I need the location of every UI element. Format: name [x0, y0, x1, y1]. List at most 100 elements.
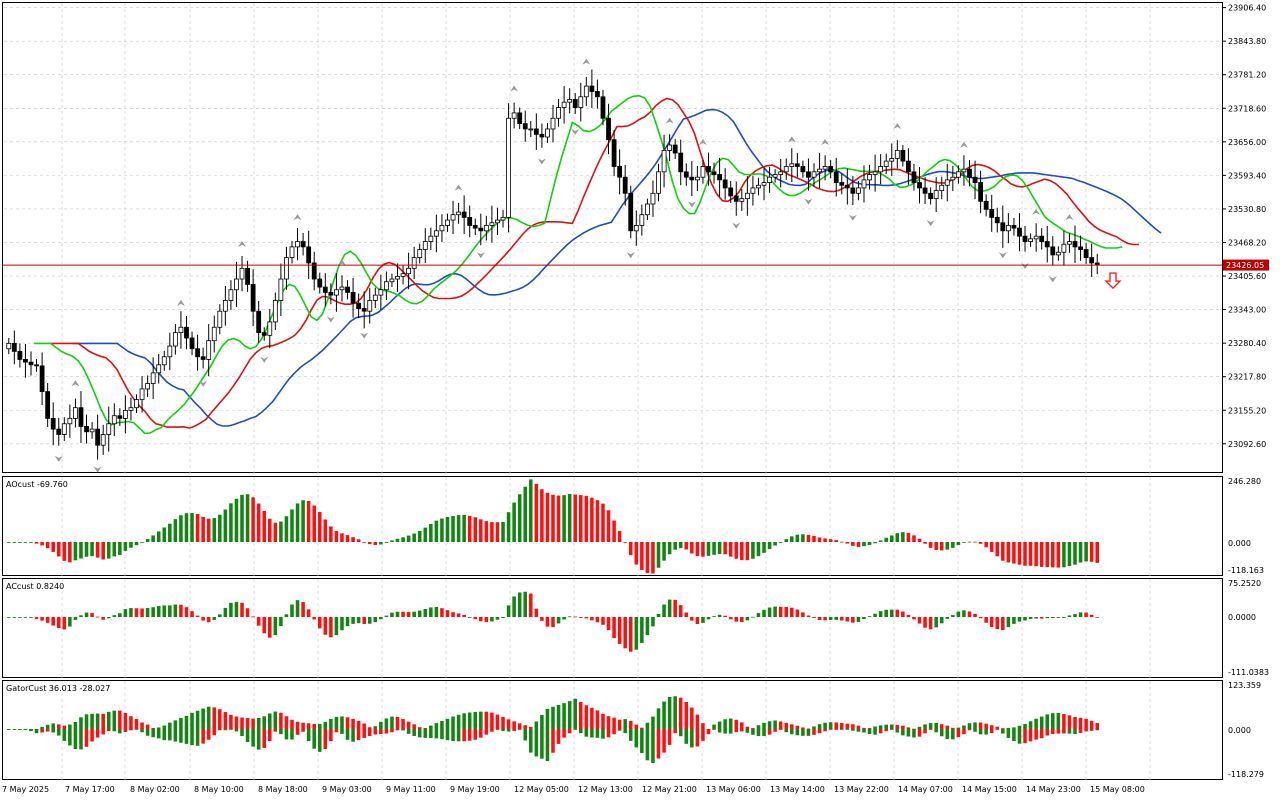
- ao-bar: [651, 542, 655, 574]
- x-tick-label: 9 May 03:00: [322, 785, 372, 794]
- gator-indicator-label: GatorCust 36.013 -28.027: [6, 684, 110, 693]
- ao-bar: [290, 509, 294, 542]
- ao-bar: [1023, 542, 1027, 566]
- gator-upper-bar: [601, 713, 605, 729]
- gator-upper-bar: [262, 716, 267, 729]
- gator-lower-bar: [1028, 729, 1033, 742]
- ao-bar: [90, 542, 94, 557]
- ac-bar: [656, 613, 661, 617]
- candle-body: [694, 176, 700, 181]
- candle-body: [483, 225, 489, 232]
- x-tick-label: 13 May 06:00: [706, 785, 761, 794]
- gator-upper-bar: [229, 714, 233, 729]
- gator-upper-bar: [401, 719, 405, 729]
- ao-bar: [1017, 542, 1022, 565]
- ac-bar: [906, 614, 911, 617]
- ac-bar: [962, 610, 966, 617]
- candle-body: [572, 99, 578, 108]
- ac-bar: [790, 607, 794, 617]
- candle-body: [417, 249, 423, 258]
- gator-lower-bar: [284, 729, 289, 740]
- candle-body: [944, 179, 950, 186]
- gator-upper-bar: [362, 723, 366, 729]
- candle-body: [356, 302, 362, 309]
- gator-upper-bar: [851, 724, 855, 729]
- ac-bar: [423, 608, 428, 617]
- ao-bar: [717, 542, 722, 554]
- ao-bar: [884, 537, 888, 542]
- gator-lower-bar: [673, 729, 677, 734]
- ao-bar: [506, 512, 511, 542]
- ao-bar: [751, 542, 755, 559]
- ao-bar: [1089, 542, 1094, 562]
- gator-lower-bar: [384, 729, 389, 734]
- ac-bar: [823, 617, 827, 621]
- ac-bar: [12, 617, 17, 618]
- gator-upper-bar: [562, 703, 566, 729]
- gator-lower-bar: [967, 729, 972, 731]
- gator-lower-bar: [1084, 729, 1088, 732]
- gator-upper-bar: [806, 728, 811, 730]
- gator-lower-bar: [340, 729, 344, 734]
- gator-lower-bar: [379, 729, 383, 735]
- candle-body: [961, 168, 967, 173]
- ac-bar: [51, 617, 55, 626]
- ao-bar: [1078, 542, 1083, 563]
- gator-upper-bar: [473, 711, 478, 729]
- ac-bar: [340, 617, 344, 631]
- ac-bar: [1028, 617, 1033, 619]
- gator-lower-bar: [429, 729, 433, 739]
- gator-lower-bar: [662, 729, 666, 753]
- gator-lower-bar: [762, 729, 766, 737]
- gator-lower-bar: [395, 729, 400, 731]
- gator-lower-bar: [512, 729, 516, 731]
- gator-upper-bar: [751, 728, 755, 729]
- ac-indicator-label: ACcust 0.8240: [6, 582, 64, 591]
- gator-upper-bar: [945, 725, 950, 729]
- gator-upper-bar: [889, 724, 894, 729]
- ao-bar: [901, 532, 905, 542]
- ao-bar: [29, 542, 33, 543]
- candle-body: [278, 278, 284, 301]
- ao-bar: [523, 486, 528, 542]
- gator-lower-bar: [506, 729, 511, 732]
- gator-lower-bar: [129, 729, 133, 731]
- ao-bar: [295, 503, 300, 542]
- gator-lower-bar: [301, 729, 305, 732]
- ao-bar: [484, 521, 489, 542]
- ac-bar: [1095, 617, 1099, 618]
- candle-body: [500, 216, 506, 221]
- ao-bar: [767, 542, 772, 550]
- gator-upper-bar: [873, 726, 877, 729]
- x-tick-label: 8 May 02:00: [130, 785, 180, 794]
- gator-upper-bar: [606, 716, 611, 729]
- fractal-up-icon: [337, 259, 346, 266]
- ao-bar: [7, 542, 11, 543]
- ac-bar: [356, 617, 361, 624]
- ac-bar: [362, 617, 366, 624]
- candle-body: [461, 211, 467, 218]
- gator-lower-bar: [356, 729, 361, 741]
- gator-upper-bar: [206, 706, 211, 729]
- gator-lower-bar: [345, 729, 350, 740]
- candle-body: [828, 166, 834, 173]
- fractal-up-icon: [176, 299, 185, 306]
- gator-lower-bar: [1012, 729, 1016, 742]
- ac-bar: [429, 607, 433, 617]
- gator-upper-bar: [334, 716, 339, 729]
- gator-lower-bar: [451, 729, 455, 741]
- ac-bar: [301, 602, 305, 617]
- gator-upper-bar: [906, 727, 911, 729]
- ac-bar: [40, 617, 44, 621]
- ac-bar: [678, 605, 683, 617]
- ac-bar: [778, 606, 783, 617]
- x-tick-label: 14 May 15:00: [962, 785, 1017, 794]
- ao-bar: [540, 489, 544, 542]
- ac-tick-min: -111.0383: [1228, 668, 1269, 677]
- ac-bar: [417, 610, 422, 617]
- candle-body: [245, 267, 250, 285]
- candle-body: [650, 192, 656, 205]
- candle-body: [789, 163, 795, 167]
- ao-bar: [623, 542, 627, 543]
